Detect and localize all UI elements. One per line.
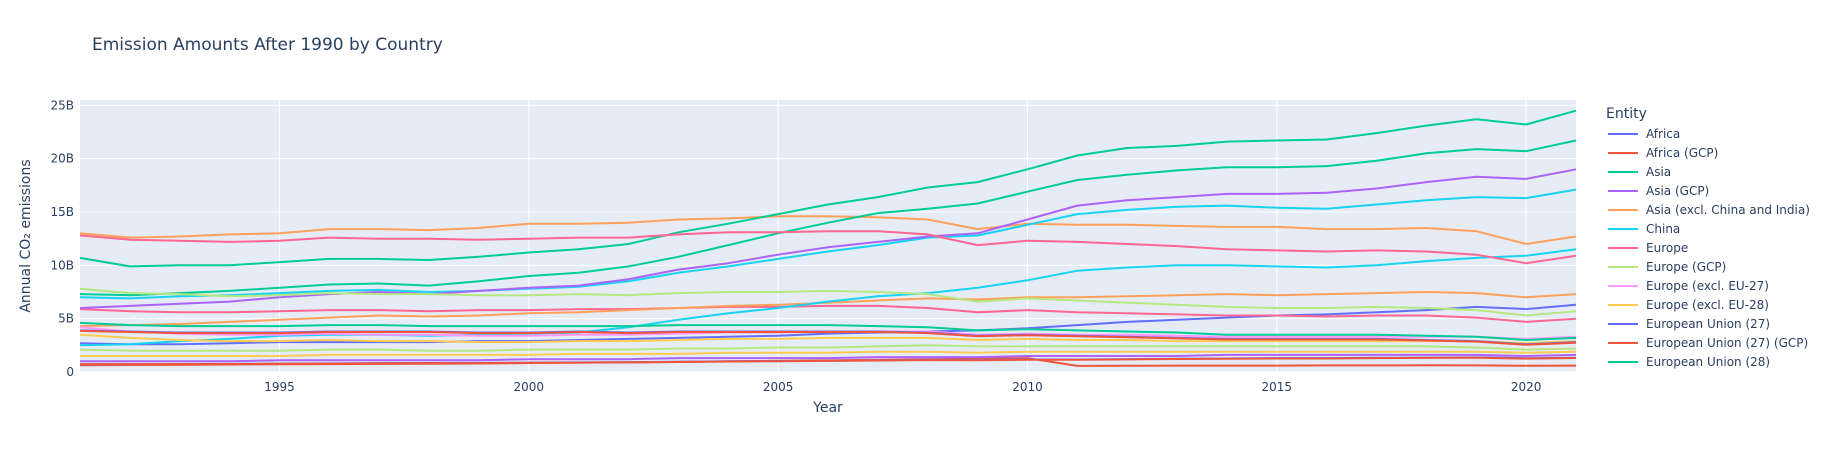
legend-item[interactable]: European Union (27) [1608, 317, 1770, 331]
plot-area [80, 100, 1576, 372]
legend-item[interactable]: Europe [1608, 241, 1688, 255]
legend-item[interactable]: Africa [1608, 127, 1680, 141]
series-line [79, 287, 1577, 317]
legend-label: European Union (28) [1646, 355, 1770, 369]
series-line [79, 344, 1577, 352]
series-line [80, 350, 1577, 357]
series-line [79, 230, 1577, 265]
legend-label: Europe (excl. EU-27) [1646, 279, 1769, 293]
series-line [79, 139, 1577, 297]
y-axis-title: Annual CO₂ emissions [18, 159, 34, 312]
legend-label: Africa [1646, 127, 1680, 141]
x-axis-title: Year [812, 400, 843, 416]
legend-item[interactable]: European Union (28) [1608, 355, 1770, 369]
legend-label: Asia (GCP) [1646, 184, 1709, 198]
x-tick-label: 2005 [763, 380, 794, 394]
y-tick-label: 10B [50, 258, 74, 272]
series-line [79, 333, 1577, 345]
legend-item[interactable]: Asia (excl. China and India) [1608, 203, 1810, 217]
x-tick-label: 2010 [1012, 380, 1043, 394]
series-line [79, 321, 1577, 341]
x-tick-label: 2015 [1262, 380, 1293, 394]
y-tick-label: 15B [50, 205, 74, 219]
legend-item[interactable]: China [1608, 222, 1680, 236]
series-line [79, 329, 1577, 346]
legend-label: Europe (excl. EU-28) [1646, 298, 1769, 312]
legend-label: European Union (27) [1646, 317, 1770, 331]
legend-item[interactable]: Asia [1608, 165, 1671, 179]
legend-item[interactable]: European Union (27) (GCP) [1608, 336, 1808, 350]
legend-label: Africa (GCP) [1646, 146, 1718, 160]
y-tick-label: 25B [50, 98, 74, 112]
legend[interactable]: Africa Africa (GCP) Asia Asia (GCP) Asia (ex… [1608, 127, 1810, 369]
legend-label: Europe [1646, 241, 1688, 255]
x-tick-label: 1995 [264, 380, 295, 394]
x-tick-label: 2000 [514, 380, 545, 394]
series-line [79, 303, 1577, 346]
y-tick-label: 5B [58, 312, 74, 326]
legend-label: China [1646, 222, 1680, 236]
gridlines [80, 100, 1576, 373]
series-lines [79, 109, 1577, 367]
x-tick-label: 2020 [1511, 380, 1542, 394]
x-axis-ticks: 1995 2000 2005 2010 2015 2020 [264, 380, 1541, 394]
series-line [79, 188, 1577, 300]
legend-item[interactable]: Africa (GCP) [1608, 146, 1718, 160]
legend-item[interactable]: Europe (excl. EU-27) [1608, 279, 1769, 293]
legend-title: Entity [1606, 106, 1647, 122]
series-line [79, 248, 1577, 347]
series-line [79, 356, 1577, 366]
y-tick-label: 0 [66, 365, 74, 379]
series-line [80, 353, 1577, 363]
series-line [79, 109, 1577, 268]
chart-title: Emission Amounts After 1990 by Country [92, 35, 443, 55]
legend-item[interactable]: Asia (GCP) [1608, 184, 1709, 198]
legend-label: Asia [1646, 165, 1671, 179]
legend-label: European Union (27) (GCP) [1646, 336, 1808, 350]
series-line [79, 291, 1577, 328]
legend-item[interactable]: Europe (GCP) [1608, 260, 1726, 274]
y-tick-label: 20B [50, 152, 74, 166]
legend-label: Asia (excl. China and India) [1646, 203, 1810, 217]
y-axis-ticks: 0 5B 10B 15B 20B 25B [50, 98, 74, 379]
series-line [79, 215, 1577, 245]
legend-item[interactable]: Europe (excl. EU-28) [1608, 298, 1769, 312]
series-line [79, 304, 1577, 323]
legend-label: Europe (GCP) [1646, 260, 1726, 274]
